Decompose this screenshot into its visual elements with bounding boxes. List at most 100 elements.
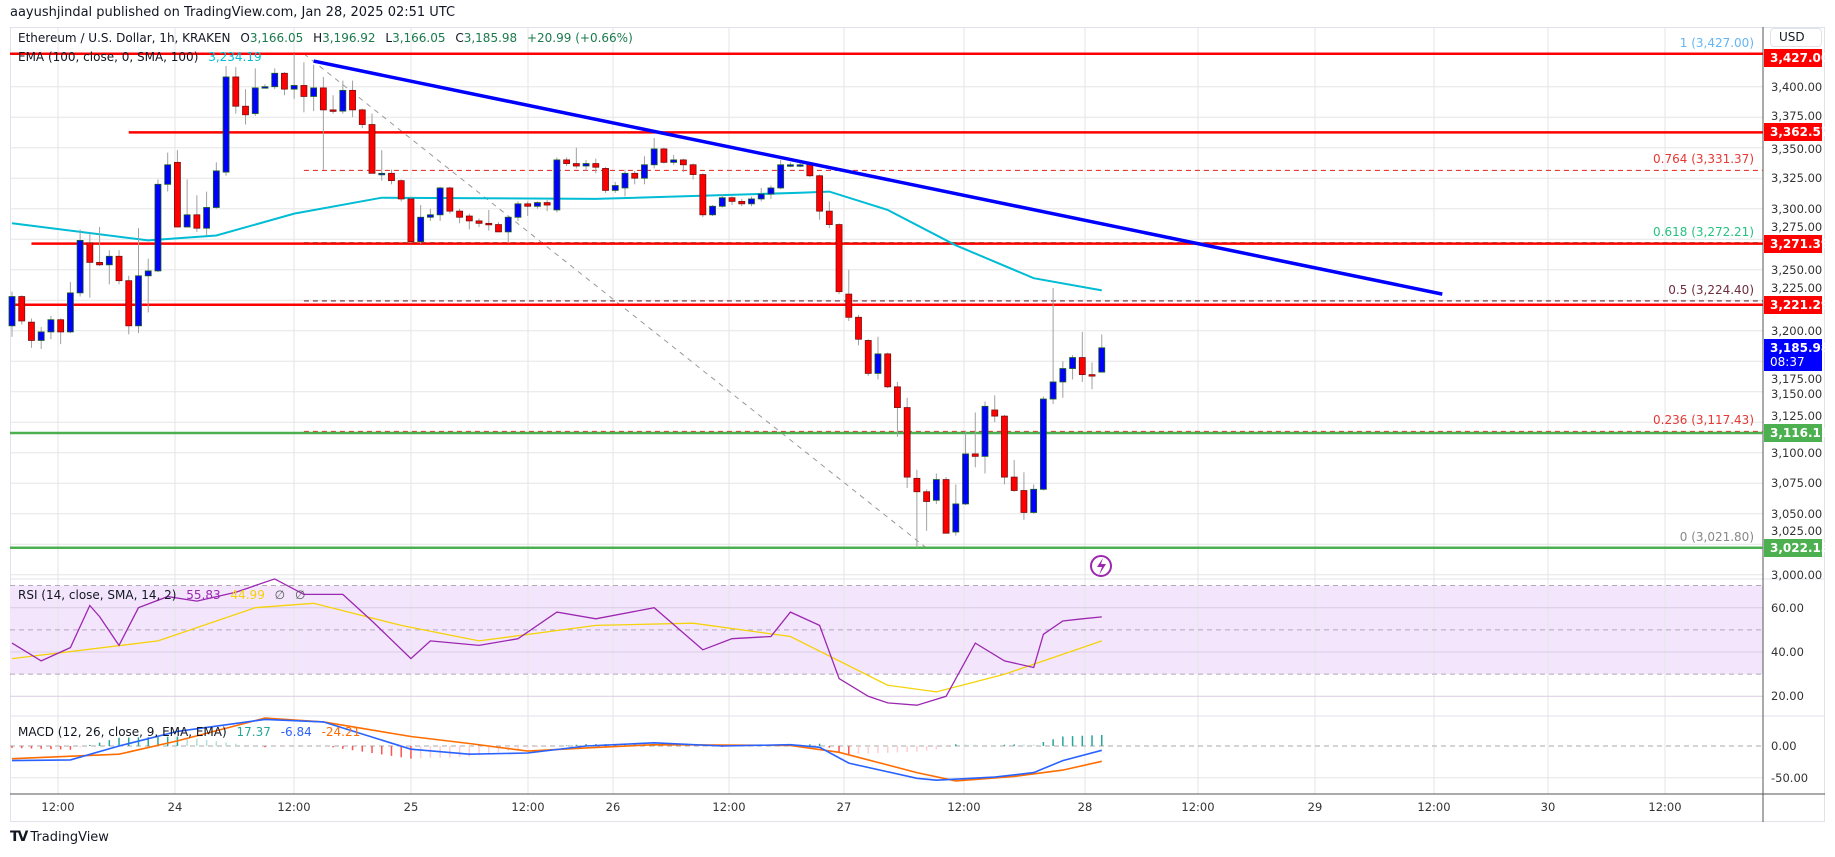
currency-button[interactable]: USD — [1770, 28, 1822, 47]
candle-up — [37, 331, 45, 341]
candle-up — [339, 89, 347, 112]
macd-hist-value: 17.37 — [236, 725, 271, 739]
candle-down — [18, 296, 26, 322]
candle-down — [485, 222, 493, 226]
candle-up — [641, 164, 648, 179]
candle-down — [1088, 374, 1096, 377]
candle-up — [1098, 347, 1106, 373]
candle-down — [845, 293, 853, 318]
candle-up — [874, 353, 882, 374]
price-badge: 3,221.29 — [1764, 295, 1829, 314]
tradingview-logo[interactable]: TV TradingView — [10, 829, 109, 845]
rsi-value: 55.83 — [186, 588, 221, 602]
price-tick-label: 3,100.00 — [1771, 445, 1823, 460]
candle-up — [66, 292, 74, 333]
time-tick-label: 28 — [1077, 800, 1093, 814]
fib-level-label: 0.5 (3,224.40) — [1668, 282, 1754, 297]
candle-up — [378, 172, 386, 176]
candle-up — [796, 164, 804, 167]
close-label: C — [455, 31, 464, 45]
candle-up — [251, 87, 259, 114]
macd-line — [11, 718, 1103, 782]
candle-down — [465, 215, 473, 222]
candle-down — [1010, 476, 1018, 491]
price-tick-label: 3,150.00 — [1771, 386, 1823, 401]
candle-down — [991, 409, 999, 417]
price-tick-label: 3,325.00 — [1771, 171, 1823, 186]
candle-down — [456, 210, 463, 218]
candle-down — [592, 163, 600, 168]
candle-up — [952, 503, 960, 533]
time-tick-label: 12:00 — [1181, 800, 1215, 814]
candle-down — [563, 159, 571, 164]
candle-down — [115, 255, 123, 282]
candle-down — [329, 109, 337, 112]
candle-up — [504, 216, 512, 233]
candle-down — [242, 105, 249, 116]
price-tick-label: 3,350.00 — [1771, 142, 1823, 157]
time-tick-label: 26 — [605, 800, 621, 814]
candle-down — [1001, 415, 1008, 478]
published-caption: aayushjindal published on TradingView.co… — [10, 5, 456, 20]
bar-countdown: 08:37 — [1770, 354, 1805, 369]
macd-legend[interactable]: MACD (12, 26, close, 9, EMA, EMA) 17.37 … — [18, 725, 366, 740]
open-value: O3,166.05 — [240, 31, 303, 45]
candle-up — [105, 255, 113, 266]
tradingview-brand: TradingView — [30, 829, 109, 845]
macd-value: -6.84 — [280, 725, 312, 739]
candle-down — [602, 168, 609, 191]
candle-up — [777, 164, 785, 189]
candle-down — [913, 477, 921, 493]
candle-down — [407, 198, 415, 243]
candle-down — [193, 214, 201, 229]
time-tick-label: 25 — [403, 800, 419, 814]
ema-legend[interactable]: EMA (100, close, 0, SMA, 100) 3,234.19 — [18, 50, 268, 65]
candle-up — [436, 187, 444, 216]
price-badge: 3,022.13 — [1764, 538, 1829, 557]
macd-tick-label: 0.00 — [1771, 739, 1797, 753]
candle-up — [709, 205, 716, 216]
candle-up — [154, 183, 162, 272]
chart-frame — [10, 27, 1825, 822]
open-label: O — [240, 31, 250, 45]
fib-diagonal — [303, 53, 927, 549]
price-badge: 3,116.11 — [1764, 424, 1829, 443]
candle-up — [981, 405, 989, 457]
fib-level-label: 1 (3,427.00) — [1679, 35, 1754, 50]
rsi-na-1: ∅ — [274, 588, 286, 602]
candle-down — [923, 491, 931, 502]
tradingview-logo-icon: TV — [10, 829, 28, 845]
candle-up — [514, 203, 522, 218]
candle-down — [543, 202, 551, 206]
candle-down — [1078, 357, 1086, 376]
candle-up — [582, 163, 590, 167]
price-badge-value: 3,427.00 — [1770, 51, 1830, 65]
candle-up — [426, 214, 434, 218]
candle-down — [631, 172, 639, 179]
candle-down — [232, 76, 240, 107]
rsi-tick-label: 20.00 — [1771, 689, 1804, 704]
symbol-title[interactable]: Ethereum / U.S. Dollar, 1h, KRAKEN — [18, 31, 231, 45]
fib-level-label: 0.764 (3,331.37) — [1653, 152, 1754, 167]
price-tick-label: 3,225.00 — [1771, 281, 1823, 296]
macd-signal-value: -24.21 — [321, 725, 361, 739]
candle-down — [349, 89, 356, 111]
rsi-tick-label: 60.00 — [1771, 600, 1804, 615]
time-tick-label: 12:00 — [947, 800, 981, 814]
rsi-legend[interactable]: RSI (14, close, SMA, 14, 2) 55.83 44.99 … — [18, 588, 311, 603]
candle-down — [689, 164, 697, 175]
price-tick-label: 3,075.00 — [1771, 476, 1823, 491]
time-tick-label: 27 — [836, 800, 852, 814]
candle-down — [894, 386, 901, 408]
candle-up — [932, 479, 940, 501]
candle-down — [495, 224, 502, 233]
candle-up — [1069, 357, 1076, 369]
candle-up — [1059, 368, 1067, 383]
candle-up — [621, 172, 629, 189]
candle-up — [222, 76, 230, 173]
candle-up — [787, 164, 794, 167]
candle-up — [767, 187, 775, 195]
candle-up — [534, 202, 541, 207]
candle-down — [728, 197, 736, 202]
